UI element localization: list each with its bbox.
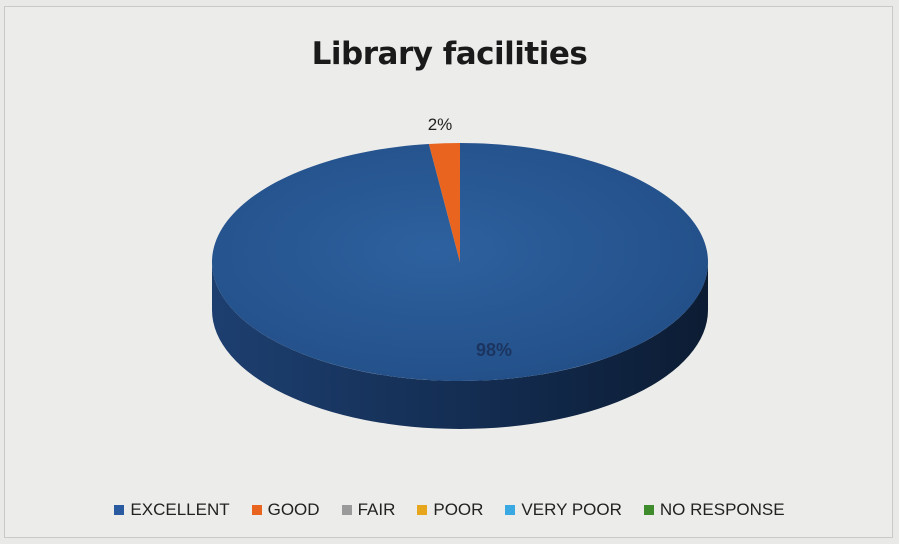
legend-item-good: GOOD xyxy=(251,500,320,520)
legend-swatch xyxy=(251,505,262,515)
legend-swatch xyxy=(417,505,428,515)
legend-label: FAIR xyxy=(357,500,396,519)
legend-item-fair: FAIR xyxy=(341,500,396,520)
pie-slices xyxy=(212,143,708,381)
pie-slice-good xyxy=(428,143,460,262)
data-label-excellent: 98% xyxy=(476,340,512,360)
legend-label: NO RESPONSE xyxy=(659,500,785,519)
legend-item-excellent: EXCELLENT xyxy=(114,500,230,520)
legend-label: VERY POOR xyxy=(521,500,622,519)
legend-item-very-poor: VERY POOR xyxy=(505,500,622,520)
legend: EXCELLENT GOOD FAIR POOR VERY POOR NO RESPONS… xyxy=(0,500,899,520)
legend-swatch xyxy=(505,505,516,515)
legend-swatch xyxy=(114,505,125,515)
legend-item-no-response: NO RESPONSE xyxy=(643,500,785,520)
data-label-good: 2% xyxy=(428,115,453,134)
chart-title: Library facilities xyxy=(311,36,588,72)
legend-label: GOOD xyxy=(267,500,320,519)
legend-swatch xyxy=(643,505,654,515)
legend-label: POOR xyxy=(433,500,484,519)
legend-item-poor: POOR xyxy=(417,500,483,520)
legend-swatch xyxy=(341,505,352,515)
pie-side xyxy=(212,262,708,429)
legend-label: EXCELLENT xyxy=(130,500,230,519)
